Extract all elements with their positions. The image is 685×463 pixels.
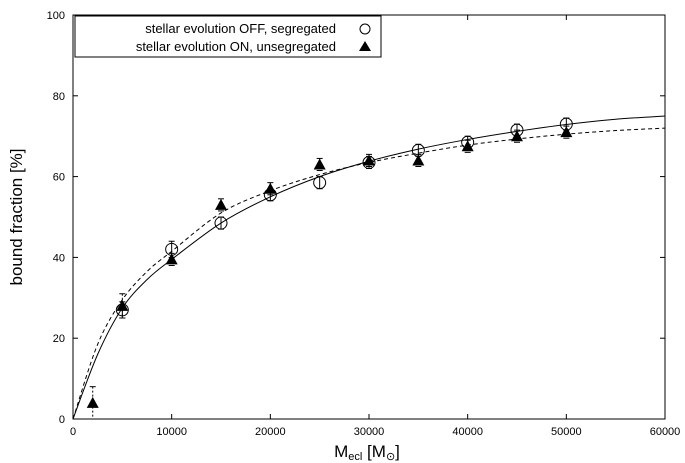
x-axis-title: Mecl [M⊙]	[334, 442, 400, 463]
data-point-filled-triangle	[215, 198, 227, 210]
x-tick-label: 10000	[156, 426, 187, 438]
plot-frame	[72, 14, 666, 420]
data-point-filled-triangle	[363, 154, 375, 166]
data-point-open-circle	[313, 176, 327, 190]
y-tick-label: 60	[53, 172, 65, 184]
axis-ticks: 0 10000 20000 30000 40000 50000 60000 0 20 40 60 80…	[47, 10, 681, 438]
y-tick-label: 0	[59, 414, 65, 426]
data-point-filled-triangle	[461, 140, 474, 152]
y-axis-title: bound fraction [%]	[7, 148, 26, 285]
legend-marker-filled-triangle	[359, 41, 371, 51]
x-tick-label: 40000	[452, 426, 483, 438]
data-point-filled-triangle	[165, 253, 178, 265]
data-point-filled-triangle	[560, 126, 573, 138]
y-tick-label: 20	[53, 333, 65, 345]
y-tick-label: 40	[53, 252, 65, 264]
x-tick-label: 30000	[354, 426, 385, 438]
data-points	[86, 117, 573, 420]
x-tick-label: 0	[70, 426, 76, 438]
data-point-open-circle	[214, 216, 228, 230]
x-tick-label: 20000	[255, 426, 286, 438]
legend-marker-open-circle	[359, 23, 371, 35]
data-point-filled-triangle	[412, 154, 425, 166]
legend-label-series-2: stellar evolution ON, unsegregated	[136, 39, 336, 54]
data-point-filled-triangle	[116, 299, 129, 311]
data-point-filled-triangle	[511, 130, 523, 142]
fit-curve-series-2	[72, 127, 666, 420]
legend: stellar evolution OFF, segregated stella…	[74, 15, 382, 58]
data-point-filled-triangle	[264, 182, 277, 194]
y-tick-label: 80	[53, 91, 65, 103]
x-tick-label: 60000	[650, 426, 681, 438]
legend-box	[74, 15, 382, 58]
x-tick-label: 50000	[551, 426, 582, 438]
legend-label-series-1: stellar evolution OFF, segregated	[145, 21, 336, 36]
data-point-filled-triangle	[313, 158, 326, 170]
data-point-filled-triangle	[86, 396, 99, 408]
y-tick-label: 100	[47, 10, 65, 22]
